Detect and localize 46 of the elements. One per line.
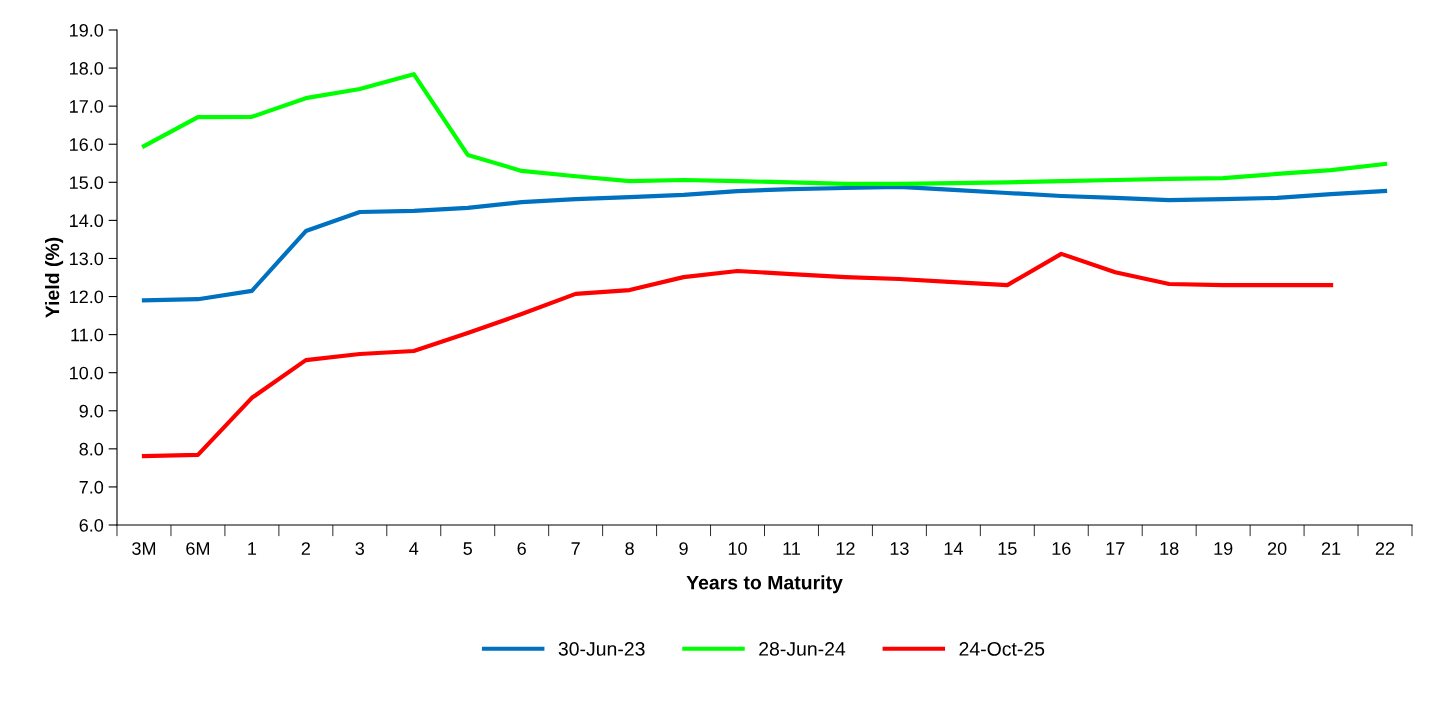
x-tick-label: 13 <box>890 542 909 555</box>
x-tick-label: 1 <box>248 542 257 555</box>
x-tick-label: 21 <box>1321 542 1341 555</box>
y-tick-label: 10.0 <box>70 366 104 380</box>
legend-label: 30-Jun-23 <box>558 642 645 656</box>
x-tick-label: 5 <box>463 542 472 555</box>
x-tick-label: 9 <box>679 542 688 555</box>
y-tick-label: 11.0 <box>71 328 104 342</box>
x-tick-label: 17 <box>1106 542 1125 555</box>
line-series <box>141 251 1334 459</box>
y-tick-label: 6.0 <box>79 518 104 532</box>
x-tick-label: 7 <box>571 542 580 555</box>
y-tick-label: 15.0 <box>70 176 104 190</box>
x-tick-label: 18 <box>1160 542 1179 555</box>
y-tick-label: 12.0 <box>70 290 104 304</box>
x-tick-label: 22 <box>1375 542 1395 555</box>
y-tick-label: 17.0 <box>70 100 104 113</box>
x-tick-label: 6 <box>517 542 526 555</box>
x-axis-title: Years to Maturity <box>686 575 843 594</box>
x-tick-label: 3M <box>132 542 156 555</box>
y-tick-label: 16.0 <box>70 138 104 151</box>
x-tick-label: 6M <box>186 542 209 555</box>
x-tick-label: 11 <box>783 542 800 555</box>
x-tick-label: 19 <box>1214 542 1233 555</box>
y-tick-label: 19.0 <box>70 23 104 37</box>
legend-label: 28-Jun-24 <box>759 642 846 656</box>
y-tick-label: 13.0 <box>70 252 104 266</box>
x-tick-label: 8 <box>625 542 634 555</box>
y-tick-label: 14.0 <box>70 214 104 228</box>
x-tick-label: 3 <box>355 542 365 555</box>
y-tick-label: 9.0 <box>79 404 104 418</box>
x-tick-label: 2 <box>301 542 310 555</box>
legend-label: 24-Oct-25 <box>959 642 1045 656</box>
line-series <box>141 184 1388 303</box>
x-tick-label: 20 <box>1267 542 1287 555</box>
x-tick-label: 4 <box>409 542 419 555</box>
x-tick-label: 14 <box>944 542 963 555</box>
x-tick-label: 12 <box>836 542 855 555</box>
y-axis-title: Yield (%) <box>44 237 64 318</box>
y-tick-label: 7.0 <box>79 480 104 494</box>
line-series <box>141 72 1388 186</box>
y-tick-label: 18.0 <box>70 62 104 75</box>
y-tick-label: 8.0 <box>79 442 104 456</box>
x-tick-label: 15 <box>998 542 1017 555</box>
x-tick-label: 10 <box>728 542 747 555</box>
x-tick-label: 16 <box>1052 542 1071 555</box>
